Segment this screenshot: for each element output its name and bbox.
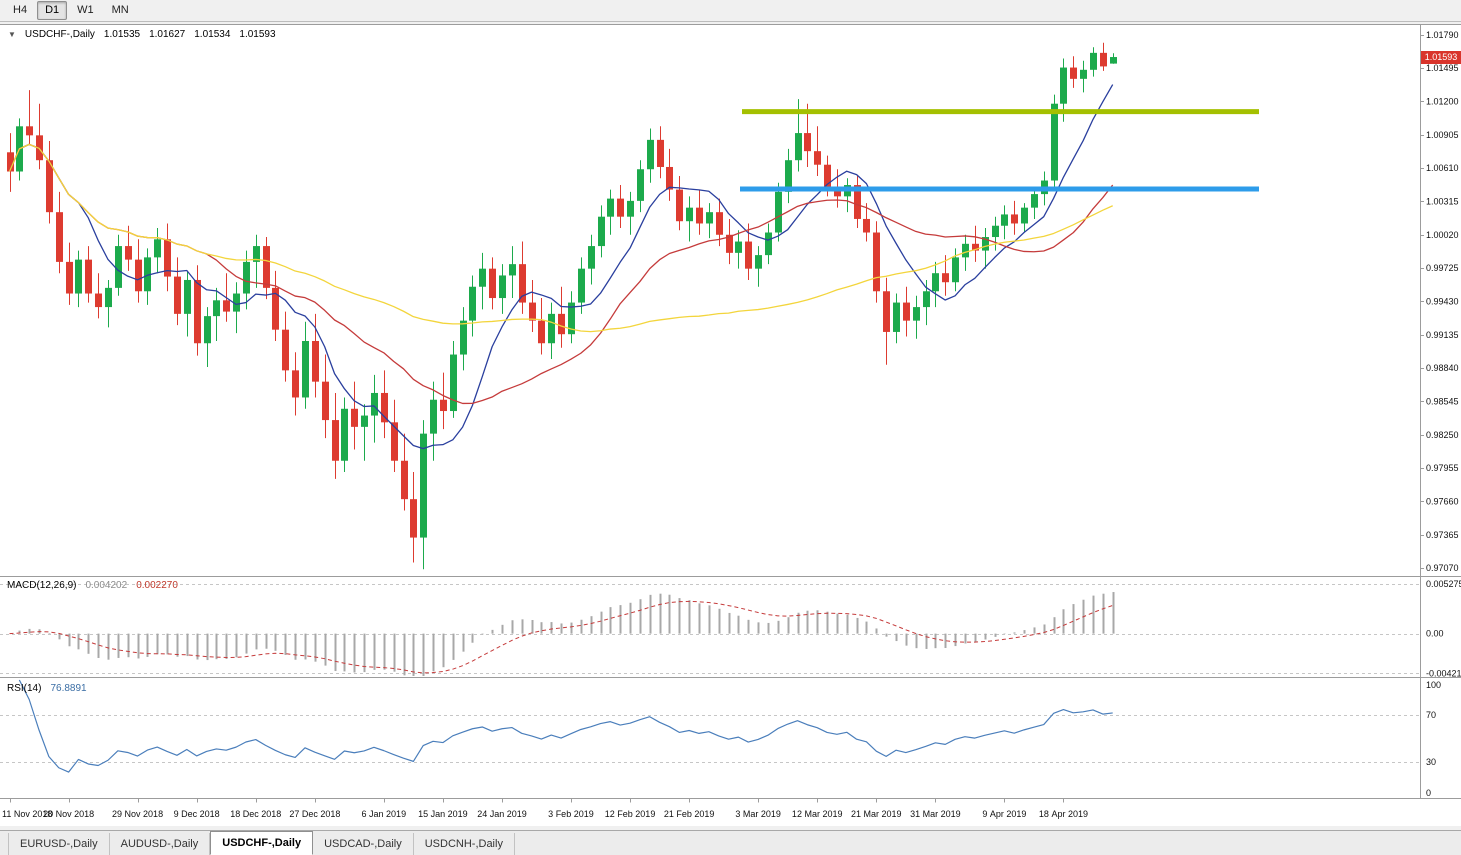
timeframe-toolbar: H4 D1 W1 MN [0, 0, 1461, 22]
chart-tab-usdchf[interactable]: USDCHF-,Daily [210, 831, 314, 855]
current-price-tag: 1.01593 [1421, 50, 1461, 64]
chart-tab-usdcad[interactable]: USDCAD-,Daily [313, 833, 414, 855]
timeframe-button-mn[interactable]: MN [111, 4, 129, 16]
chart-tab-audusd[interactable]: AUDUSD-,Daily [110, 833, 211, 855]
timeframe-button-d1[interactable]: D1 [37, 1, 68, 20]
timeframe-button-h4[interactable]: H4 [13, 4, 28, 16]
chart-canvas[interactable] [0, 22, 1461, 826]
chart-tab-eurusd[interactable]: EURUSD-,Daily [8, 833, 110, 855]
timeframe-button-w1[interactable]: W1 [77, 4, 94, 16]
chart-tab-usdcnh[interactable]: USDCNH-,Daily [414, 833, 515, 855]
chart-tabs-bar: EURUSD-,Daily AUDUSD-,Daily USDCHF-,Daily U… [0, 830, 1461, 855]
